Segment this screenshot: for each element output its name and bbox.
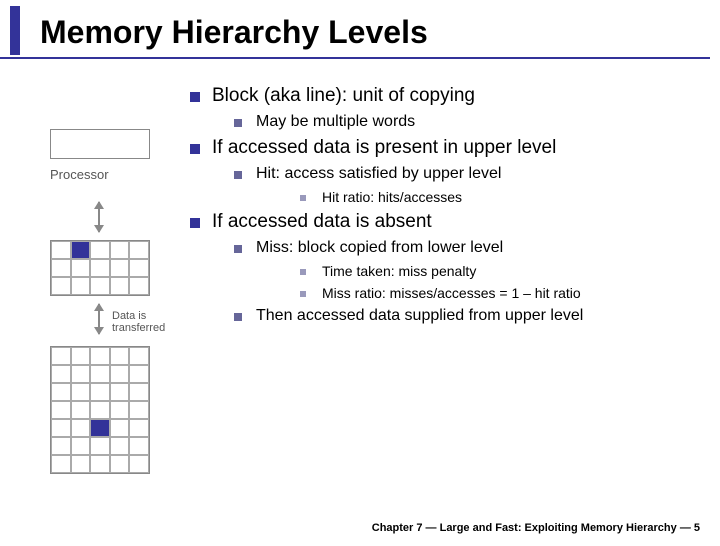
bullet-text: Then accessed data supplied from upper l… <box>256 307 583 324</box>
bullet-l2: May be multiple words <box>234 113 700 131</box>
grid-cell <box>110 401 130 419</box>
grid-cell <box>90 455 110 473</box>
bullet-text: If accessed data is present in upper lev… <box>212 137 556 158</box>
title-bar: Memory Hierarchy Levels <box>10 6 720 55</box>
slide-footer: Chapter 7 — Large and Fast: Exploiting M… <box>372 522 700 534</box>
bullet-l1: If accessed data is present in upper lev… <box>190 137 700 205</box>
bullet-l3: Hit ratio: hits/accesses <box>300 189 700 205</box>
grid-cell <box>129 277 149 295</box>
lower-level-grid <box>50 346 150 474</box>
bullet-text: May be multiple words <box>256 113 415 130</box>
transfer-label: Data is transferred <box>112 304 190 334</box>
page-title: Memory Hierarchy Levels <box>40 14 720 51</box>
grid-cell <box>129 241 149 259</box>
grid-cell <box>71 259 91 277</box>
square-bullet-icon <box>300 195 306 201</box>
grid-cell <box>90 259 110 277</box>
square-bullet-icon <box>190 144 200 154</box>
grid-cell <box>71 365 91 383</box>
bullet-l1: If accessed data is absent Miss: block c… <box>190 211 700 325</box>
square-bullet-icon <box>234 119 242 127</box>
grid-cell <box>71 401 91 419</box>
grid-cell <box>71 347 91 365</box>
processor-label: Processor <box>50 167 190 182</box>
grid-cell <box>51 401 71 419</box>
grid-cell <box>90 365 110 383</box>
grid-cell <box>110 383 130 401</box>
grid-cell <box>110 437 130 455</box>
grid-cell-filled <box>71 241 91 259</box>
bullet-text: Time taken: miss penalty <box>322 263 476 279</box>
grid-cell <box>90 277 110 295</box>
square-bullet-icon <box>190 218 200 228</box>
upper-level-grid <box>50 240 150 296</box>
grid-cell <box>129 401 149 419</box>
square-bullet-icon <box>300 269 306 275</box>
grid-cell <box>71 455 91 473</box>
grid-cell <box>90 437 110 455</box>
grid-cell <box>90 401 110 419</box>
square-bullet-icon <box>234 313 242 321</box>
grid-cell <box>51 241 71 259</box>
bullet-l1: Block (aka line): unit of copying May be… <box>190 85 700 131</box>
grid-cell <box>129 419 149 437</box>
grid-cell <box>51 259 71 277</box>
bullet-l3: Time taken: miss penalty <box>300 263 700 279</box>
bullet-l2: Then accessed data supplied from upper l… <box>234 307 700 325</box>
arrow-icon <box>98 202 100 232</box>
grid-cell <box>90 347 110 365</box>
grid-cell <box>51 437 71 455</box>
square-bullet-icon <box>234 171 242 179</box>
square-bullet-icon <box>300 291 306 297</box>
grid-cell <box>110 455 130 473</box>
grid-cell <box>51 347 71 365</box>
grid-cell <box>51 419 71 437</box>
diagram-column: Processor Data is transferred <box>20 79 190 482</box>
grid-cell <box>71 419 91 437</box>
processor-box <box>50 129 150 159</box>
grid-cell <box>90 241 110 259</box>
grid-cell <box>51 365 71 383</box>
grid-cell <box>110 277 130 295</box>
bullet-text: Block (aka line): unit of copying <box>212 85 475 106</box>
grid-cell <box>129 437 149 455</box>
grid-cell <box>71 277 91 295</box>
grid-cell <box>90 383 110 401</box>
square-bullet-icon <box>234 245 242 253</box>
bullet-l2: Miss: block copied from lower level Time… <box>234 239 700 301</box>
bullet-text: If accessed data is absent <box>212 211 432 232</box>
bullet-text: Hit ratio: hits/accesses <box>322 189 462 205</box>
content-area: Processor Data is transferred Block (aka… <box>0 59 720 482</box>
grid-cell <box>110 365 130 383</box>
bullet-column: Block (aka line): unit of copying May be… <box>190 79 700 482</box>
grid-cell <box>110 241 130 259</box>
grid-cell <box>51 455 71 473</box>
grid-cell <box>71 437 91 455</box>
grid-cell <box>129 455 149 473</box>
bullet-l2: Hit: access satisfied by upper level Hit… <box>234 165 700 205</box>
grid-cell-filled <box>90 419 110 437</box>
bullet-text: Miss ratio: misses/accesses = 1 – hit ra… <box>322 285 581 301</box>
grid-cell <box>129 365 149 383</box>
bullet-text: Hit: access satisfied by upper level <box>256 165 501 182</box>
grid-cell <box>110 419 130 437</box>
bullet-l3: Miss ratio: misses/accesses = 1 – hit ra… <box>300 285 700 301</box>
bullet-text: Miss: block copied from lower level <box>256 239 503 256</box>
grid-cell <box>110 259 130 277</box>
arrow-icon <box>98 304 100 334</box>
grid-cell <box>110 347 130 365</box>
grid-cell <box>51 277 71 295</box>
bullet-list: Block (aka line): unit of copying May be… <box>190 85 700 325</box>
grid-cell <box>129 383 149 401</box>
grid-cell <box>129 347 149 365</box>
grid-cell <box>51 383 71 401</box>
square-bullet-icon <box>190 92 200 102</box>
grid-cell <box>71 383 91 401</box>
grid-cell <box>129 259 149 277</box>
